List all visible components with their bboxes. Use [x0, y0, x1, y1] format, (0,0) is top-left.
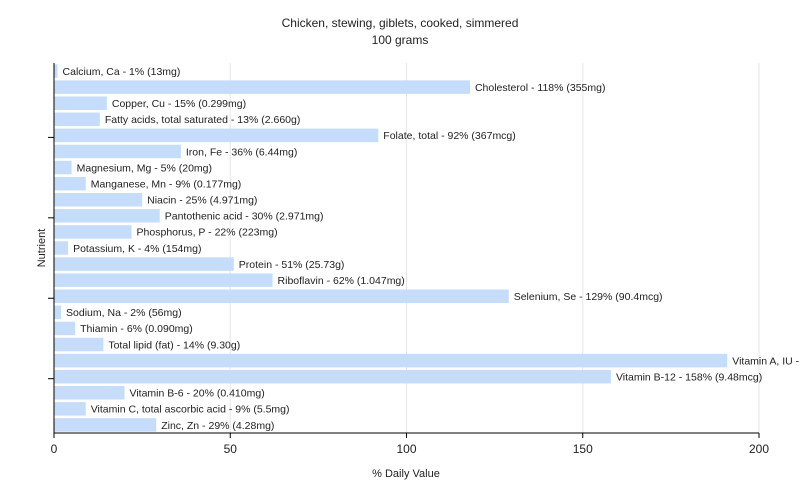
x-tick-label: 200	[749, 442, 769, 456]
bar	[54, 225, 132, 239]
bar	[54, 96, 107, 110]
bar-label: Phosphorus, P - 22% (223mg)	[137, 227, 278, 239]
chart-title: Chicken, stewing, giblets, cooked, simme…	[282, 16, 519, 30]
bar-label: Iron, Fe - 36% (6.44mg)	[186, 146, 297, 158]
y-axis-label: Nutrient	[36, 229, 48, 268]
bar-label: Manganese, Mn - 9% (0.177mg)	[91, 178, 242, 190]
bar-label: Sodium, Na - 2% (56mg)	[66, 307, 182, 319]
bar	[54, 321, 76, 336]
bar-label: Pantothenic acid - 30% (2.971mg)	[165, 211, 324, 223]
bar	[54, 418, 157, 432]
bar	[54, 112, 100, 127]
bar	[54, 80, 470, 94]
bar-label: Magnesium, Mg - 5% (20mg)	[77, 162, 212, 174]
bar-label: Thiamin - 6% (0.090mg)	[80, 323, 193, 335]
x-tick-label: 0	[51, 442, 58, 456]
chart-subtitle: 100 grams	[372, 33, 429, 47]
bar	[54, 273, 273, 287]
bar	[54, 402, 86, 416]
bar-label: Vitamin B-12 - 158% (9.48mcg)	[616, 371, 762, 383]
bar	[54, 289, 509, 304]
bar	[54, 64, 58, 78]
bar-label: Vitamin C, total ascorbic acid - 9% (5.5…	[91, 404, 290, 416]
bar	[54, 337, 104, 352]
bar-label: Selenium, Se - 129% (90.4mcg)	[514, 291, 663, 303]
bar-label: Fatty acids, total saturated - 13% (2.66…	[105, 114, 301, 126]
bar	[54, 144, 181, 159]
x-tick-label: 100	[396, 442, 416, 456]
bar	[54, 386, 125, 400]
bar-label: Riboflavin - 62% (1.047mg)	[278, 275, 405, 287]
bar-label: Protein - 51% (25.73g)	[239, 259, 345, 271]
bar-label: Folate, total - 92% (367mcg)	[383, 130, 515, 142]
bar	[54, 128, 379, 143]
bar	[54, 241, 69, 255]
bar-label: Vitamin B-6 - 20% (0.410mg)	[130, 388, 265, 400]
bar	[54, 369, 611, 384]
bar-label: Zinc, Zn - 29% (4.28mg)	[161, 420, 274, 432]
bar	[54, 160, 72, 175]
bar-label: Calcium, Ca - 1% (13mg)	[63, 66, 181, 78]
bar	[54, 176, 86, 191]
bar-label: Niacin - 25% (4.971mg)	[147, 195, 257, 207]
x-tick-label: 150	[573, 442, 593, 456]
bar-label: Copper, Cu - 15% (0.299mg)	[112, 98, 246, 110]
bar	[54, 353, 728, 368]
x-tick-label: 50	[224, 442, 238, 456]
bar	[54, 209, 160, 223]
bar-label: Vitamin A, IU - 191% (9536IU)	[732, 355, 800, 367]
bar	[54, 305, 62, 320]
axes: 0 50 100 150 200	[48, 63, 769, 456]
bar-label: Potassium, K - 4% (154mg)	[73, 243, 201, 255]
bar-label: Cholesterol - 118% (355mg)	[475, 82, 606, 94]
bar-label: Total lipid (fat) - 14% (9.30g)	[108, 339, 240, 351]
bars: Calcium, Ca - 1% (13mg) Cholesterol - 118…	[54, 64, 800, 432]
bar	[54, 192, 143, 207]
x-axis-label: % Daily Value	[372, 468, 440, 480]
bar	[54, 257, 234, 271]
